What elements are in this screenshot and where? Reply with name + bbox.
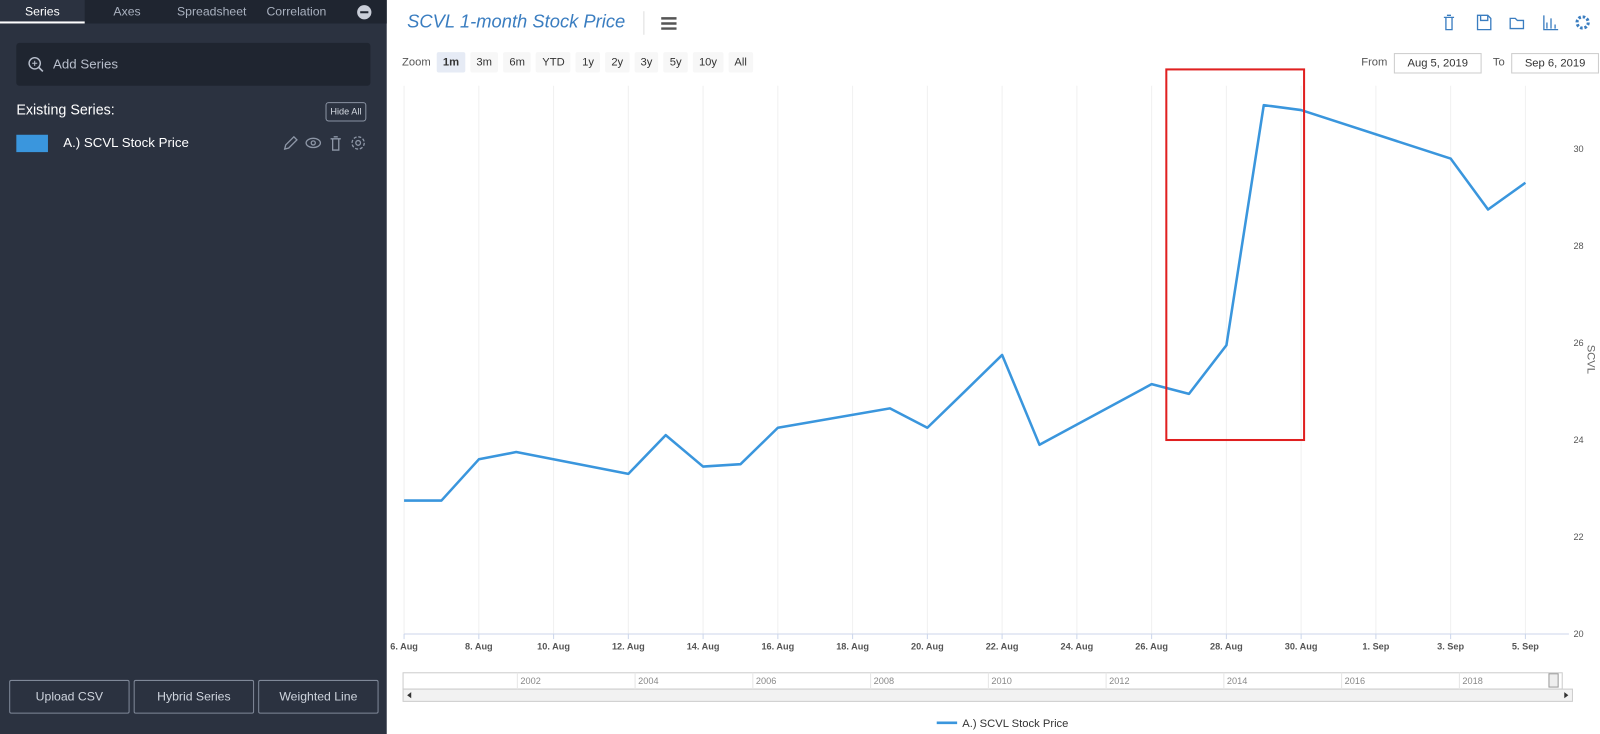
zoom-button[interactable]: 1m [436, 52, 466, 73]
x-tick-label: 5. Sep [1512, 641, 1539, 651]
y-axis-label: SCVL [1585, 345, 1597, 374]
open-icon[interactable] [1509, 17, 1525, 30]
hide-all-button[interactable]: Hide All [325, 102, 367, 122]
y-tick-label: 26 [1573, 338, 1583, 348]
x-tick-label: 26. Aug [1135, 641, 1168, 651]
y-tick-label: 24 [1573, 435, 1583, 445]
sidebar-button[interactable]: Upload CSV [9, 679, 130, 714]
toolbar-icons [1443, 14, 1590, 31]
series-actions [283, 135, 365, 151]
existing-label: Existing Series: [16, 101, 115, 118]
tab[interactable]: Axes [113, 4, 141, 19]
settings-icon[interactable] [351, 136, 365, 150]
zoom-buttons: 1m 3m 6m YTD 1y 2y 3y 5y 10y All [436, 52, 754, 73]
zoom-label: Zoom [402, 56, 431, 69]
navigator-label: 2012 [1109, 676, 1129, 686]
tab[interactable]: Correlation [266, 4, 327, 19]
x-tick-label: 22. Aug [986, 641, 1019, 651]
from-label: From [1361, 56, 1388, 69]
zoom-button[interactable]: 3y [634, 52, 659, 73]
x-tick-label: 28. Aug [1210, 641, 1243, 651]
collapse-icon[interactable] [356, 4, 372, 20]
scroll-right[interactable] [1564, 692, 1569, 699]
x-tick-label: 8. Aug [465, 641, 493, 651]
x-tick-label: 14. Aug [687, 641, 720, 651]
view-icon[interactable] [305, 137, 322, 149]
x-tick-label: 10. Aug [537, 641, 570, 651]
y-tick-label: 28 [1573, 241, 1583, 251]
search-icon [28, 56, 44, 73]
menu-icon[interactable] [643, 10, 684, 37]
navigator-label: 2010 [991, 676, 1011, 686]
save-icon[interactable] [1476, 14, 1492, 31]
navigator-label: 2016 [1345, 676, 1365, 686]
legend-label: A.) SCVL Stock Price [962, 718, 1068, 730]
navigator-label: 2004 [638, 676, 658, 686]
x-tick-label: 12. Aug [612, 641, 645, 651]
y-tick-label: 22 [1573, 532, 1583, 542]
chart: 6. Aug 8. Aug 10. Aug 12. Aug 14. Aug 16. Aug… [390, 68, 1597, 730]
tab[interactable]: Spreadsheet [177, 4, 247, 19]
navigator-label: 2018 [1462, 676, 1482, 686]
navigator-label: 2006 [756, 676, 776, 686]
zoom-button[interactable]: All [728, 52, 754, 73]
chart-title: SCVL 1-month Stock Price [407, 11, 626, 32]
navigator[interactable] [402, 672, 1563, 690]
zoom-button[interactable]: 5y [663, 52, 688, 73]
zoom-button[interactable]: 6m [503, 52, 532, 73]
from-input[interactable]: Aug 5, 2019 [1393, 53, 1482, 74]
y-tick-label: 20 [1573, 629, 1583, 639]
x-tick-label: 18. Aug [836, 641, 869, 651]
sidebar-buttons: Upload CSV Hybrid Series Weighted Line [9, 679, 379, 714]
navigator-label: 2008 [874, 676, 894, 686]
x-tick-label: 3. Sep [1437, 641, 1464, 651]
x-tick-label: 20. Aug [911, 641, 944, 651]
navigator-label: 2002 [520, 676, 540, 686]
chart-icon[interactable] [1543, 15, 1559, 31]
tab-bar: Series Axes Spreadsheet Correlation [0, 0, 387, 24]
x-tick-label: 24. Aug [1060, 641, 1093, 651]
sidebar-button[interactable]: Hybrid Series [133, 679, 255, 714]
to-input[interactable]: Sep 6, 2019 [1511, 53, 1599, 74]
series-line [404, 103, 1527, 502]
settings-icon[interactable] [1575, 15, 1590, 30]
add-series[interactable]: Add Series [16, 42, 371, 86]
tab[interactable]: Series [0, 0, 85, 24]
zoom-button[interactable]: YTD [536, 52, 571, 73]
x-tick-label: 1. Sep [1362, 641, 1389, 651]
edit-icon[interactable] [283, 135, 298, 150]
x-tick-label: 6. Aug [390, 641, 418, 651]
highlight-box [1165, 68, 1306, 442]
scrollbar[interactable] [402, 688, 1573, 702]
navigator-handle[interactable] [1548, 673, 1559, 688]
sidebar-button[interactable]: Weighted Line [258, 679, 379, 714]
zoom-button[interactable]: 10y [692, 52, 724, 73]
x-tick-label: 16. Aug [761, 641, 794, 651]
sidebar: Series Axes Spreadsheet Correlation Add Ser… [0, 0, 387, 734]
zoom-button[interactable]: 3m [470, 52, 499, 73]
zoom-button[interactable]: 1y [575, 52, 601, 73]
x-tick-label: 30. Aug [1285, 641, 1318, 651]
zoom-button[interactable]: 2y [605, 52, 630, 73]
series-swatch [16, 134, 48, 153]
to-label: To [1492, 56, 1505, 69]
navigator-label: 2014 [1227, 676, 1247, 686]
y-tick-label: 30 [1573, 144, 1583, 154]
series-name[interactable]: A.) SCVL Stock Price [63, 134, 189, 151]
add-series-label: Add Series [53, 56, 118, 72]
delete-icon[interactable] [330, 136, 341, 151]
trash-icon[interactable] [1443, 14, 1455, 31]
scroll-left[interactable] [407, 692, 412, 699]
